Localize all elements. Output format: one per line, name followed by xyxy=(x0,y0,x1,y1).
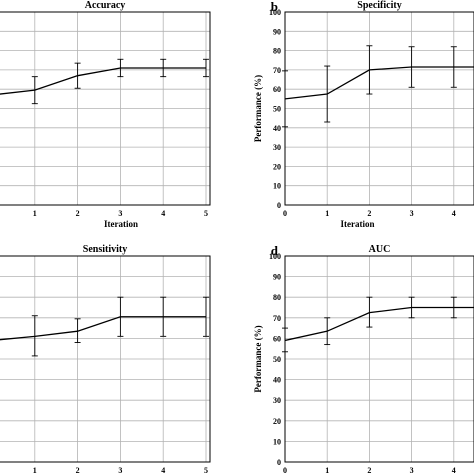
x-tick-label: 1 xyxy=(33,209,37,218)
series-line xyxy=(0,316,206,341)
x-tick-label: 3 xyxy=(118,209,122,218)
y-axis-label: Performance (%) xyxy=(253,75,263,142)
y-tick-label: 70 xyxy=(273,314,281,323)
y-tick-label: 70 xyxy=(273,66,281,75)
x-tick-label: 0 xyxy=(283,209,287,218)
x-tick-label: 1 xyxy=(325,466,329,474)
x-tick-label: 3 xyxy=(118,466,122,474)
x-tick-label: 2 xyxy=(367,466,371,474)
x-tick-label: 3 xyxy=(410,209,414,218)
x-tick-label: 4 xyxy=(161,466,165,474)
x-tick-label: 4 xyxy=(452,466,456,474)
x-tick-label: 1 xyxy=(325,209,329,218)
y-tick-label: 0 xyxy=(277,201,281,210)
chart-panel-2: Specificity b 0 10 20 30 40 50 60 70 80 90 100 0 1 2 3 4 I… xyxy=(253,0,474,229)
chart-title: Specificity xyxy=(357,0,401,11)
y-tick-label: 60 xyxy=(273,334,281,343)
y-tick-label: 0 xyxy=(277,458,281,467)
x-tick-label: 1 xyxy=(33,466,37,474)
chart-panel-1: Accuracy 1 2 3 4 5 Iteration xyxy=(0,0,211,229)
y-tick-label: 50 xyxy=(273,105,281,114)
y-tick-label: 80 xyxy=(273,293,281,302)
y-tick-label: 10 xyxy=(273,437,281,446)
x-tick-label: 3 xyxy=(410,466,414,474)
x-tick-label: 2 xyxy=(76,466,80,474)
y-tick-label: 20 xyxy=(273,417,281,426)
y-tick-label: 90 xyxy=(273,273,281,282)
y-tick-label: 100 xyxy=(269,252,281,261)
series-line xyxy=(285,66,474,100)
y-tick-label: 80 xyxy=(273,47,281,56)
x-tick-label: 4 xyxy=(161,209,165,218)
chart-title: Sensitivity xyxy=(83,244,127,255)
x-tick-label: 5 xyxy=(204,466,208,474)
plot-frame xyxy=(284,255,474,463)
y-tick-label: 50 xyxy=(273,355,281,364)
x-tick-label: 4 xyxy=(452,209,456,218)
y-tick-label: 30 xyxy=(273,143,281,152)
y-tick-label: 40 xyxy=(273,376,281,385)
y-tick-label: 20 xyxy=(273,162,281,171)
y-tick-label: 90 xyxy=(273,27,281,36)
y-tick-label: 100 xyxy=(269,8,281,17)
x-tick-label: 2 xyxy=(367,209,371,218)
series-line xyxy=(0,67,206,95)
chart-title: Accuracy xyxy=(85,0,126,11)
chart-title: AUC xyxy=(369,244,391,255)
x-tick-label: 2 xyxy=(76,209,80,218)
x-axis-label: Iteration xyxy=(104,219,138,229)
x-tick-label: 0 xyxy=(283,466,287,474)
chart-panel-4: AUCd010203040506070809010001234Iteration… xyxy=(253,243,474,474)
chart-panel-3: Sensitivity12345Iteration xyxy=(0,244,211,474)
x-tick-label: 5 xyxy=(204,209,208,218)
y-tick-label: 30 xyxy=(273,396,281,405)
plot-frame xyxy=(0,255,211,463)
x-axis-label: Iteration xyxy=(341,219,375,229)
y-axis-label: Performance (%) xyxy=(253,325,263,392)
y-tick-label: 60 xyxy=(273,85,281,94)
plot-frame xyxy=(0,11,211,206)
panel-letter: d xyxy=(271,243,279,258)
y-tick-label: 40 xyxy=(273,124,281,133)
panel-letter: b xyxy=(271,0,278,14)
series-line xyxy=(285,306,474,342)
y-tick-label: 10 xyxy=(273,182,281,191)
